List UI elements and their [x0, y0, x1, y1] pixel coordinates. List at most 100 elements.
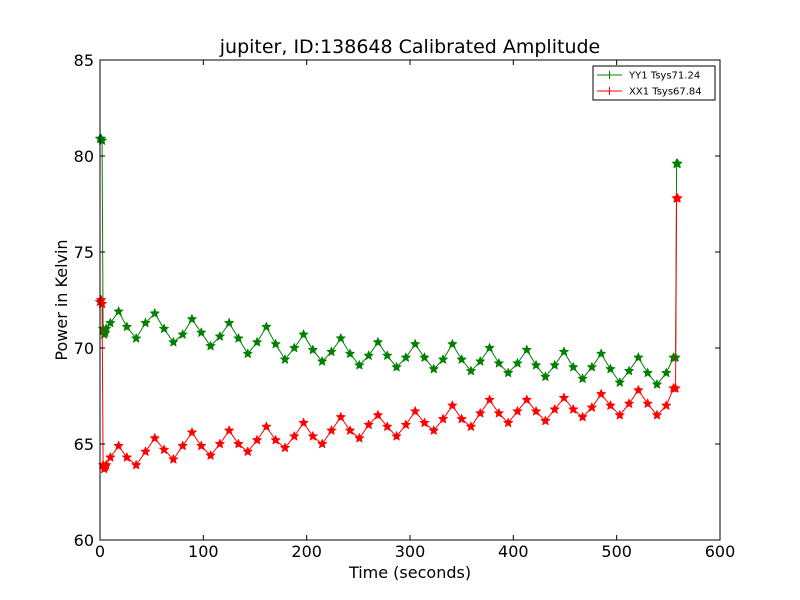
data-point [279, 442, 291, 453]
data-point [381, 350, 393, 361]
data-point [521, 394, 533, 405]
y-tick-label-4: 80 [74, 147, 94, 166]
data-point [521, 344, 533, 355]
x-tick-label-0: 0 [95, 542, 105, 561]
data-point [428, 424, 440, 436]
data-point [205, 449, 216, 461]
data-point [437, 353, 449, 365]
ticks-layer: 0 100 200 300 400 500 600 60 65 70 75 80 85 [74, 51, 736, 561]
legend-box [592, 65, 716, 101]
data-point [344, 424, 356, 436]
data-point [167, 453, 179, 464]
x-tick-label-5: 500 [601, 542, 632, 561]
data-point [307, 344, 319, 355]
data-point [288, 342, 300, 353]
data-point [614, 376, 626, 388]
data-point [428, 363, 440, 374]
series-line-0 [100, 138, 678, 386]
data-point [113, 305, 124, 317]
data-point [512, 357, 523, 368]
data-point [214, 438, 226, 449]
data-point [130, 459, 142, 470]
data-point [484, 342, 495, 353]
data-point [121, 451, 133, 463]
y-tick-label-0: 60 [74, 531, 94, 550]
data-point [186, 313, 198, 324]
data-point [595, 388, 607, 399]
data-point [586, 361, 598, 372]
legend: YY1 Tsys71.24 XX1 Tsys67.84 [592, 65, 716, 101]
data-point [100, 459, 112, 470]
legend-label-1: XX1 Tsys67.84 [629, 87, 702, 98]
data-point [158, 323, 170, 334]
data-point [344, 348, 356, 359]
series-layer [94, 133, 684, 474]
x-tick-label-1: 100 [188, 542, 219, 561]
data-point [288, 430, 300, 441]
data-point [456, 413, 468, 424]
legend-label-0: YY1 Tsys71.24 [628, 71, 700, 82]
data-point [660, 399, 672, 411]
data-point [446, 399, 458, 411]
data-point [409, 405, 421, 416]
data-point [233, 438, 244, 449]
data-point [372, 336, 384, 347]
data-point [298, 417, 309, 428]
data-point [605, 399, 616, 411]
data-point [605, 363, 616, 374]
data-point [307, 430, 319, 441]
data-point [549, 359, 561, 370]
data-point [233, 332, 244, 343]
data-point [672, 158, 684, 169]
data-point [623, 398, 635, 409]
data-point [632, 351, 644, 363]
data-point [177, 440, 189, 451]
data-point [326, 346, 337, 357]
data-point [651, 378, 663, 390]
data-point [214, 330, 226, 342]
data-point [567, 361, 579, 372]
data-point [493, 407, 505, 418]
data-point [465, 421, 477, 432]
data-point [130, 332, 142, 343]
data-point [186, 426, 198, 438]
y-tick-label-2: 70 [74, 339, 94, 358]
data-point [539, 415, 551, 426]
data-point [437, 413, 449, 424]
data-point [465, 365, 477, 376]
data-point [335, 411, 347, 422]
data-point [623, 365, 635, 376]
data-point [251, 434, 263, 445]
data-point [502, 367, 514, 378]
data-point [632, 384, 644, 395]
data-point [512, 405, 523, 416]
data-point [409, 338, 421, 349]
data-point [316, 438, 328, 449]
data-point [614, 409, 626, 420]
data-point [195, 326, 207, 338]
data-point [270, 338, 282, 349]
plot-frame [99, 59, 721, 541]
data-point [642, 398, 654, 409]
y-axis-label: Power in Kelvin [52, 239, 71, 360]
y-tick-label-1: 65 [74, 435, 94, 454]
data-point [205, 340, 216, 351]
data-point [502, 417, 514, 428]
data-point [400, 419, 412, 430]
data-point [558, 392, 570, 403]
data-point [326, 424, 337, 436]
data-point [298, 328, 309, 340]
data-point [140, 446, 151, 457]
data-point [381, 421, 393, 432]
x-tick-label-2: 200 [291, 542, 322, 561]
data-point [149, 432, 161, 443]
data-point [419, 351, 430, 363]
series-0 [94, 133, 684, 390]
data-point [316, 355, 328, 367]
data-point [158, 444, 170, 455]
data-point [223, 317, 235, 328]
data-point [558, 346, 570, 357]
data-point [149, 307, 161, 319]
chart-title: jupiter, ID:138648 Calibrated Amplitude [219, 36, 600, 58]
